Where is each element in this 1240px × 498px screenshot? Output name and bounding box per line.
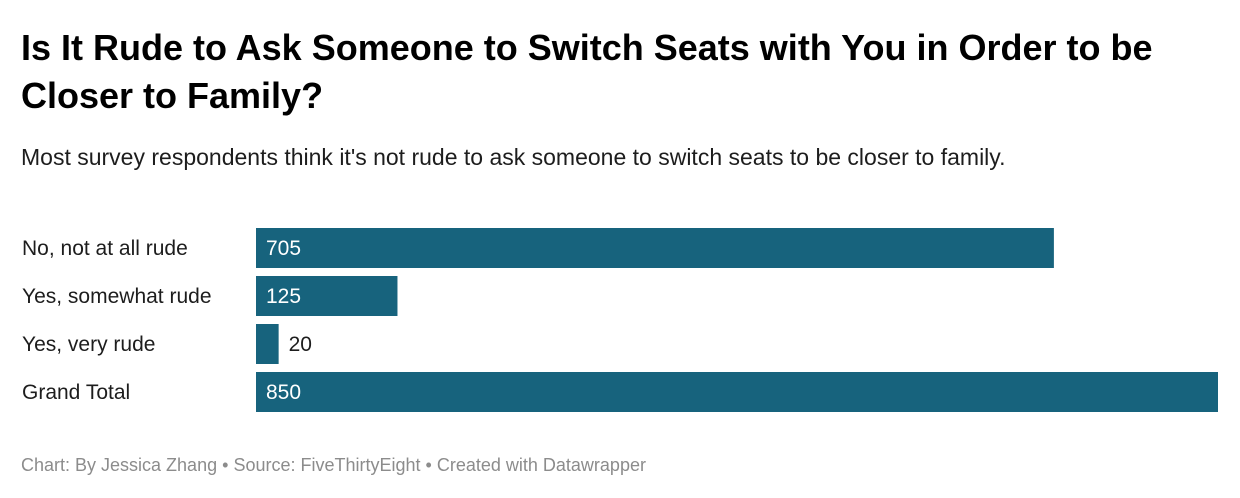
- category-label-grand-total: Grand Total: [22, 381, 130, 404]
- footer-separator: •: [425, 455, 432, 475]
- value-label-grand-total: 850: [266, 381, 301, 404]
- footer-author: Chart: By Jessica Zhang: [21, 455, 218, 475]
- category-label-yes-very-rude: Yes, very rude: [22, 333, 155, 356]
- chart-title: Is It Rude to Ask Someone to Switch Seat…: [21, 27, 1153, 116]
- category-label-yes-somewhat-rude: Yes, somewhat rude: [22, 285, 212, 308]
- chart-footer: Chart: By Jessica Zhang • Source: FiveTh…: [21, 453, 646, 477]
- bar-no-not-at-all-rude: [256, 228, 1054, 268]
- footer-credit: Created with Datawrapper: [436, 455, 646, 475]
- footer-separator: •: [222, 455, 229, 475]
- bar-grand-total: [256, 372, 1218, 412]
- bar-yes-somewhat-rude: [256, 276, 398, 316]
- value-label-yes-very-rude: 20: [289, 333, 312, 356]
- chart-subtitle: Most survey respondents think it's not r…: [21, 144, 1006, 170]
- value-label-no-not-at-all-rude: 705: [266, 237, 301, 260]
- footer-source: Source: FiveThirtyEight: [233, 455, 421, 475]
- category-label-no-not-at-all-rude: No, not at all rude: [22, 237, 188, 260]
- value-label-yes-somewhat-rude: 125: [266, 285, 301, 308]
- bar-yes-very-rude: [256, 324, 279, 364]
